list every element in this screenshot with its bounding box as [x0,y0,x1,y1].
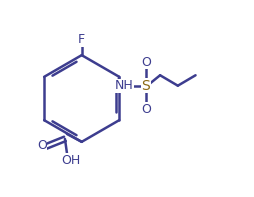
Text: O: O [141,56,151,69]
Text: O: O [37,139,47,152]
Text: O: O [141,103,151,116]
Text: NH: NH [115,79,133,92]
Text: F: F [78,33,85,46]
Text: OH: OH [61,154,81,167]
Text: S: S [141,79,150,93]
